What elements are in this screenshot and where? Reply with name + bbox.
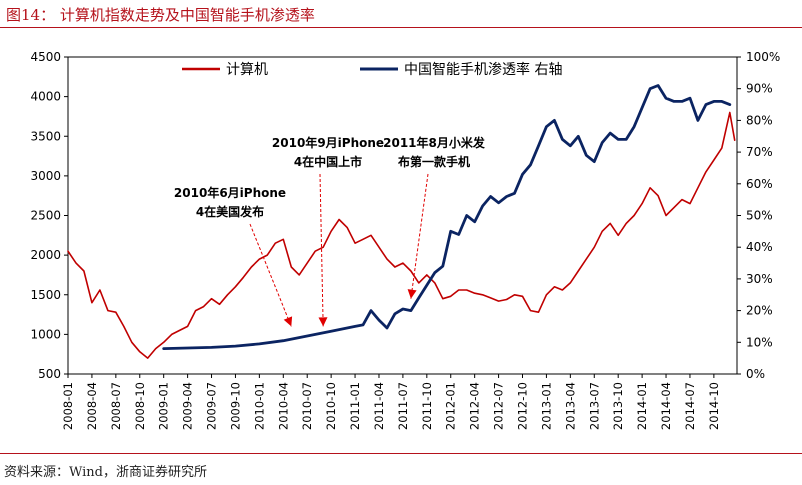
y-right-tick-label: 90% (746, 82, 773, 96)
x-tick-label: 2009-01 (157, 382, 171, 430)
y-right-tick-label: 50% (746, 209, 773, 223)
x-tick-label: 2009-07 (205, 382, 219, 430)
plot-frame (67, 56, 738, 375)
x-tick-label: 2008-10 (133, 382, 147, 430)
annotation-text: 4在中国上市 (294, 154, 362, 169)
x-tick-label: 2014-07 (683, 382, 697, 430)
x-tick-label: 2011-07 (396, 382, 410, 430)
annotation-text: 4在美国发布 (196, 204, 264, 219)
footer-divider (0, 453, 802, 454)
x-tick-label: 2009-04 (181, 382, 195, 430)
y-right-tick-label: 60% (746, 177, 773, 191)
legend-label: 中国智能手机渗透率 右轴 (404, 61, 562, 78)
x-tick-label: 2010-10 (324, 382, 338, 430)
annotation-text: 布第一款手机 (398, 154, 470, 169)
x-tick-label: 2010-04 (276, 382, 290, 430)
x-tick-label: 2014-04 (659, 382, 673, 430)
y-right-tick-label: 70% (746, 145, 773, 159)
x-tick-label: 2013-07 (587, 382, 601, 430)
x-tick-label: 2014-10 (707, 382, 721, 430)
y-left-tick-label: 2500 (30, 209, 61, 223)
annotation-arrow-line (249, 223, 292, 327)
x-tick-label: 2012-07 (492, 382, 506, 430)
title-divider (0, 27, 802, 28)
y-left-tick-label: 2000 (30, 248, 61, 262)
annotation-arrow-line (410, 173, 429, 299)
legend-label: 计算机 (226, 62, 268, 78)
annotation-arrow-head (283, 316, 293, 327)
y-left-tick-label: 4000 (30, 90, 61, 104)
annotation-text: 2010年6月iPhone (174, 185, 286, 200)
y-right-tick-label: 30% (746, 272, 773, 286)
y-left-tick-label: 3500 (30, 129, 61, 143)
x-tick-label: 2008-01 (61, 382, 75, 430)
chart: 500 1000 1500 2000 2500 3000 3500 4000 4500 0% 10%… (30, 50, 780, 430)
annotation-arrow-line (319, 173, 324, 327)
x-tick-label: 2012-01 (444, 382, 458, 430)
x-tick-label: 2011-01 (348, 382, 362, 430)
y-right-tick-label: 80% (746, 113, 773, 127)
annotation-text: 2010年9月iPhone (272, 135, 384, 150)
x-tick-label: 2014-01 (635, 382, 649, 430)
y-left-tick-label: 4500 (30, 50, 61, 64)
annotation-arrow-head (318, 317, 328, 327)
series-line-computer-index (67, 111, 736, 359)
y-right-tick-label: 40% (746, 240, 773, 254)
y-left-tick-label: 3000 (30, 169, 61, 183)
annotation-arrow-head (407, 289, 417, 299)
y-right-tick-label: 0% (746, 367, 765, 381)
y-left-tick-label: 500 (38, 367, 61, 381)
x-tick-label: 2010-07 (300, 382, 314, 430)
y-right-tick-label: 20% (746, 304, 773, 318)
x-tick-label: 2010-01 (252, 382, 266, 430)
y-right-tick-label: 100% (746, 50, 780, 64)
x-tick-label: 2011-04 (372, 382, 386, 430)
x-tick-label: 2012-04 (468, 382, 482, 430)
y-left-tick-label: 1000 (30, 327, 61, 341)
x-tick-label: 2013-10 (611, 382, 625, 430)
chart-title: 图14： 计算机指数走势及中国智能手机渗透率 (6, 6, 315, 24)
x-tick-label: 2013-01 (539, 382, 553, 430)
x-tick-label: 2013-04 (563, 382, 577, 430)
y-right-tick-label: 10% (746, 335, 773, 349)
series-line-smartphone-penetration (162, 84, 732, 350)
x-tick-label: 2008-04 (85, 382, 99, 430)
annotation-text: 2011年8月小米发 (383, 135, 486, 150)
x-tick-label: 2009-10 (228, 382, 242, 430)
x-tick-label: 2011-10 (420, 382, 434, 430)
x-tick-label: 2012-10 (516, 382, 530, 430)
x-tick-label: 2008-07 (109, 382, 123, 430)
source-note: 资料来源：Wind，浙商证券研究所 (4, 465, 207, 480)
y-left-tick-label: 1500 (30, 288, 61, 302)
